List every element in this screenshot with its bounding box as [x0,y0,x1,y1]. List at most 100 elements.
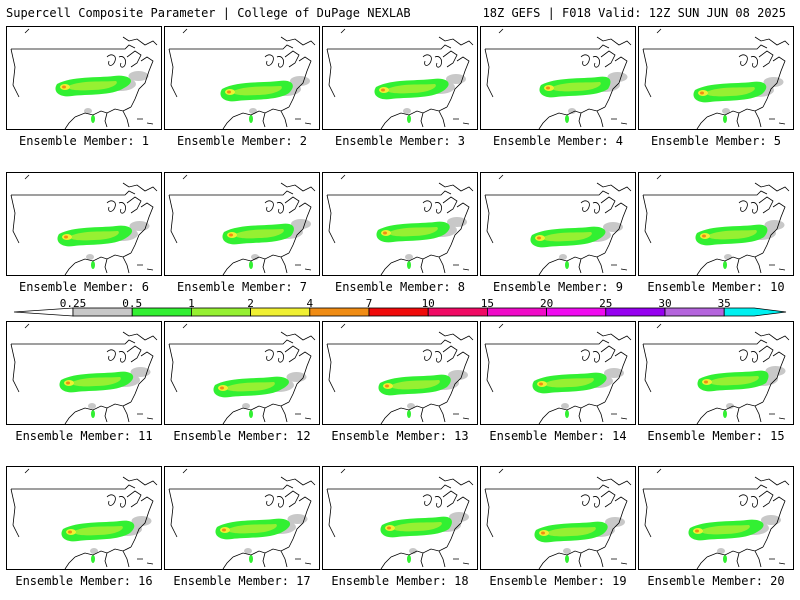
scp-map [10,28,158,129]
ensemble-member-label: Ensemble Member: 20 [647,574,785,588]
scp-map [326,323,474,424]
ensemble-map-panel [322,26,478,130]
scale-tick-label: 0.5 [122,297,143,310]
ensemble-member-label: Ensemble Member: 15 [647,429,785,443]
scale-swatch [723,307,787,317]
ensemble-member-label: Ensemble Member: 11 [15,429,153,443]
ensemble-member-label: Ensemble Member: 16 [15,574,153,588]
ensemble-map-panel [638,172,794,276]
scp-green-contour [530,226,606,269]
map-boundaries [10,323,158,424]
scp-green-contour [376,221,450,269]
ensemble-map-panel [6,172,162,276]
map-boundaries [168,323,316,424]
map-boundaries [484,28,632,129]
ensemble-map-panel [480,26,636,130]
scp-map [168,174,316,275]
scp-map [326,174,474,275]
scp-green-contour [215,518,291,563]
scale-swatch [309,307,370,317]
scp-green-contour [693,81,767,123]
scp-green-contour [688,519,764,563]
map-boundaries [168,174,316,275]
map-boundaries [484,468,632,569]
ensemble-member-label: Ensemble Member: 4 [492,134,624,148]
map-boundaries [484,174,632,275]
scp-map [10,468,158,569]
ensemble-member-label: Ensemble Member: 6 [18,280,150,294]
ensemble-map-panel [638,466,794,570]
ensemble-member-label: Ensemble Member: 1 [18,134,150,148]
scale-tick-label: 10 [421,297,435,310]
map-boundaries [10,174,158,275]
ensemble-map-panel [480,321,636,425]
scp-green-contour [59,371,134,418]
scp-green-contour [213,376,289,418]
scp-map [642,28,790,129]
ensemble-map-panel [164,26,320,130]
scp-green-contour [55,75,131,123]
scale-tick-label: 35 [717,297,731,310]
scp-map [484,174,632,275]
map-boundaries [326,323,474,424]
ensemble-map-panel [480,466,636,570]
ensemble-member-label: Ensemble Member: 18 [331,574,469,588]
scp-map [10,323,158,424]
map-boundaries [10,28,158,129]
scale-tick-label: 20 [539,297,554,310]
scale-tick-label: 2 [247,297,254,310]
scp-green-contour [57,225,133,269]
ensemble-map-panel [6,321,162,425]
scale-tick-label: 4 [306,297,314,310]
map-boundaries [484,323,632,424]
map-title: Supercell Composite Parameter | College … [6,6,411,20]
scale-swatch [546,307,607,317]
scale-swatch [368,307,429,317]
scale-tick-label: 25 [599,297,613,310]
scp-map [642,174,790,275]
ensemble-map-panel [638,26,794,130]
map-boundaries [642,28,790,129]
scp-green-contour [220,80,293,123]
ensemble-map-panel [6,26,162,130]
scale-tick-label: 1 [188,297,195,310]
scp-map [168,468,316,569]
ensemble-map-panel [164,321,320,425]
map-boundaries [642,174,790,275]
map-boundaries [326,468,474,569]
ensemble-member-label: Ensemble Member: 19 [489,574,627,588]
scp-map [326,28,474,129]
ensemble-map-panel [164,172,320,276]
ensemble-map-panel [6,466,162,570]
ensemble-map-panel [164,466,320,570]
ensemble-member-label: Ensemble Member: 3 [334,134,466,148]
ensemble-member-label: Ensemble Member: 8 [334,280,466,294]
valid-time-title: 18Z GEFS | F018 Valid: 12Z SUN JUN 08 20… [482,6,786,20]
scp-green-contour [532,372,607,418]
scp-map [484,28,632,129]
ensemble-member-label: Ensemble Member: 14 [489,429,627,443]
scp-map [168,28,316,129]
scp-green-contour [539,76,611,123]
ensemble-member-label: Ensemble Member: 10 [647,280,785,294]
ensemble-member-label: Ensemble Member: 5 [650,134,782,148]
ensemble-map-panel [480,172,636,276]
scale-tick-label: 15 [480,297,495,310]
map-boundaries [326,28,474,129]
scale-swatch [250,307,311,317]
ensemble-map-panel [322,172,478,276]
color-scale-bar [13,307,787,317]
ensemble-member-label: Ensemble Member: 2 [176,134,308,148]
scp-green-contour [380,516,452,563]
scp-map [642,323,790,424]
scp-map [326,468,474,569]
scp-map [484,323,632,424]
scp-green-contour [534,521,608,563]
scale-swatch [664,307,725,317]
scp-map [642,468,790,569]
map-boundaries [10,468,158,569]
scp-green-contour [61,520,135,563]
map-boundaries [326,174,474,275]
scale-swatch [190,307,251,317]
scale-swatch [427,307,488,317]
